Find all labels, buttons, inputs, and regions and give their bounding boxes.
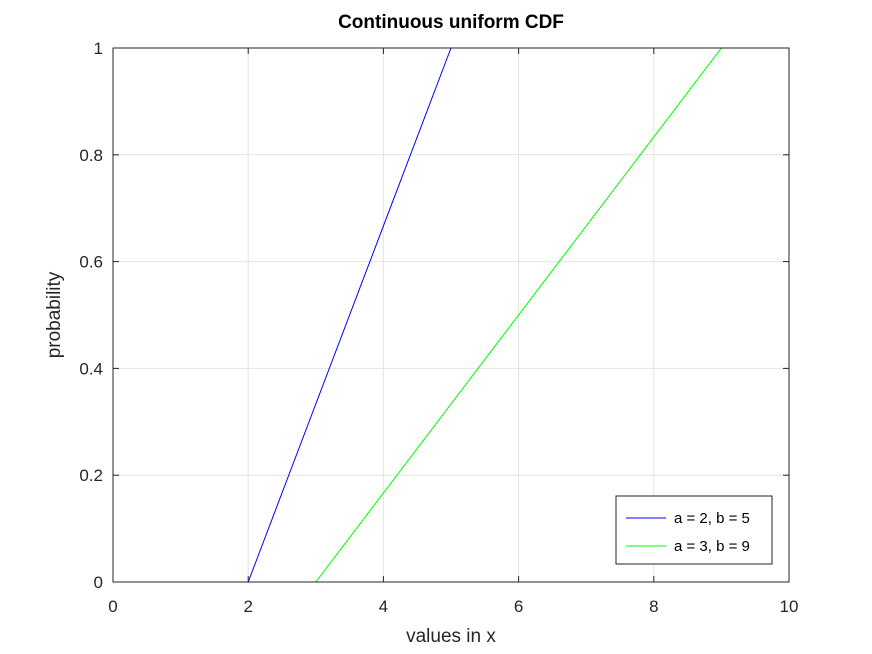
- chart-title: Continuous uniform CDF: [338, 12, 564, 33]
- legend-label-series-1: a = 2, b = 5: [674, 510, 750, 527]
- y-tick-label: 0.8: [79, 146, 103, 165]
- x-tick-label: 6: [514, 597, 523, 616]
- x-axis-label: values in x: [406, 626, 496, 647]
- tick-marks: [112, 47, 790, 583]
- y-tick-label: 0.2: [79, 466, 103, 485]
- y-tick-label: 1: [94, 39, 103, 58]
- legend: a = 2, b = 5 a = 3, b = 9: [615, 495, 773, 565]
- y-tick-label: 0: [94, 573, 103, 592]
- tick-labels: 0 2 4 6 8 10 0 0.2 0.4 0.6 0.8 1: [79, 39, 798, 616]
- legend-box: [615, 495, 773, 565]
- x-tick-label: 2: [243, 597, 252, 616]
- y-axis-label: probability: [44, 271, 65, 358]
- x-tick-label: 10: [780, 597, 799, 616]
- y-tick-label: 0.4: [79, 359, 103, 378]
- y-tick-label: 0.6: [79, 253, 103, 272]
- axes-box: [112, 47, 790, 583]
- x-tick-label: 0: [108, 597, 117, 616]
- plot-area: [113, 48, 789, 582]
- x-tick-label: 8: [649, 597, 658, 616]
- legend-label-series-2: a = 3, b = 9: [674, 538, 750, 555]
- x-tick-label: 4: [379, 597, 388, 616]
